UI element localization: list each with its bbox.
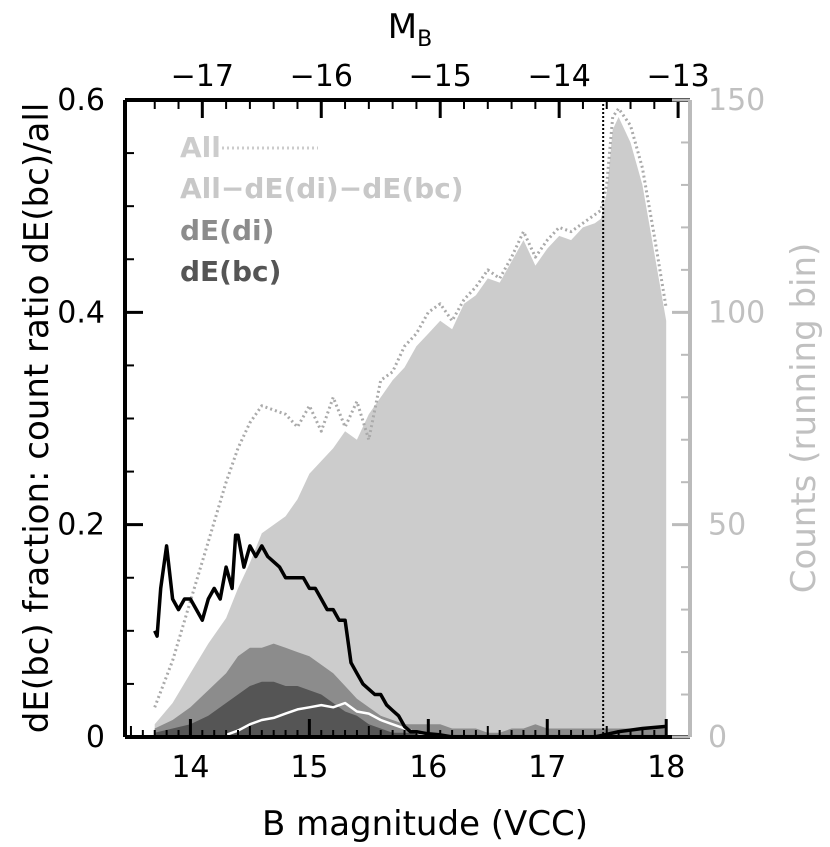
legend: All All−dE(di)−dE(bc) dE(di) dE(bc) <box>180 131 464 288</box>
x-tick-label: 16 <box>409 750 447 785</box>
series-area-3 <box>154 681 667 737</box>
tick-layer: 14 15 16 17 18 −17 −16 −15 −14 −13 0 0.2 0.4 0.6 0 50 10… <box>57 59 765 785</box>
y-tick-label: 0.6 <box>57 83 105 118</box>
top-axis-label-sub: B <box>417 27 432 52</box>
x-tick-label: 14 <box>171 750 209 785</box>
y2-tick-label: 100 <box>708 295 765 330</box>
x-axis-label: B magnitude (VCC) <box>262 804 588 844</box>
y-tick-label: 0.4 <box>57 295 105 330</box>
top-tick-label: −17 <box>171 59 234 94</box>
legend-item-debc: dE(bc) <box>180 255 281 288</box>
y-axis-label: dE(bc) fraction: count ratio dE(bc)/all <box>17 103 57 734</box>
top-tick-label: −13 <box>646 59 709 94</box>
top-tick-label: −15 <box>409 59 472 94</box>
series-line-4 <box>225 701 429 737</box>
y2-tick-label: 50 <box>708 508 746 543</box>
series-line-0 <box>153 107 668 708</box>
y2-tick-label: 0 <box>708 720 727 755</box>
x-tick-label: 15 <box>290 750 328 785</box>
y2-tick-label: 150 <box>708 83 765 118</box>
series-area-1 <box>154 117 667 737</box>
y-tick-label: 0.2 <box>57 508 105 543</box>
top-axis-label-main: M <box>388 7 417 47</box>
y2-axis-label: Counts (running bin) <box>784 243 824 594</box>
area-layer <box>154 117 667 737</box>
legend-item-all: All <box>180 131 221 164</box>
legend-item-all-minus: All−dE(di)−dE(bc) <box>180 172 464 205</box>
x-tick-label: 17 <box>528 750 566 785</box>
x-tick-label: 18 <box>647 750 685 785</box>
y-tick-label: 0 <box>86 720 105 755</box>
top-axis-label: MB <box>388 7 432 52</box>
top-tick-label: −14 <box>528 59 591 94</box>
top-tick-label: −16 <box>290 59 353 94</box>
legend-item-dedi: dE(di) <box>180 214 274 247</box>
